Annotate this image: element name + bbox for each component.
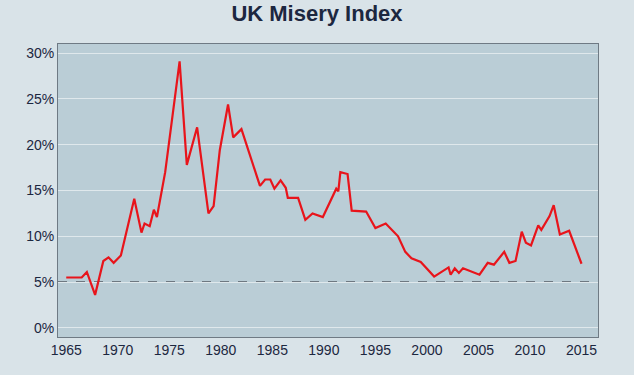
svg-text:1985: 1985	[257, 342, 288, 358]
svg-text:5%: 5%	[34, 274, 54, 290]
svg-text:25%: 25%	[26, 91, 54, 107]
svg-text:1965: 1965	[51, 342, 82, 358]
svg-text:1970: 1970	[102, 342, 133, 358]
svg-text:15%: 15%	[26, 182, 54, 198]
svg-text:20%: 20%	[26, 137, 54, 153]
svg-text:2015: 2015	[566, 342, 597, 358]
svg-text:2010: 2010	[514, 342, 545, 358]
svg-text:1990: 1990	[308, 342, 339, 358]
svg-text:10%: 10%	[26, 228, 54, 244]
svg-text:1995: 1995	[360, 342, 391, 358]
svg-text:30%: 30%	[26, 45, 54, 61]
svg-text:0%: 0%	[34, 320, 54, 336]
svg-text:2000: 2000	[411, 342, 442, 358]
svg-text:1980: 1980	[205, 342, 236, 358]
svg-text:1975: 1975	[154, 342, 185, 358]
svg-text:UK Misery Index: UK Misery Index	[231, 1, 403, 26]
svg-text:2005: 2005	[463, 342, 494, 358]
